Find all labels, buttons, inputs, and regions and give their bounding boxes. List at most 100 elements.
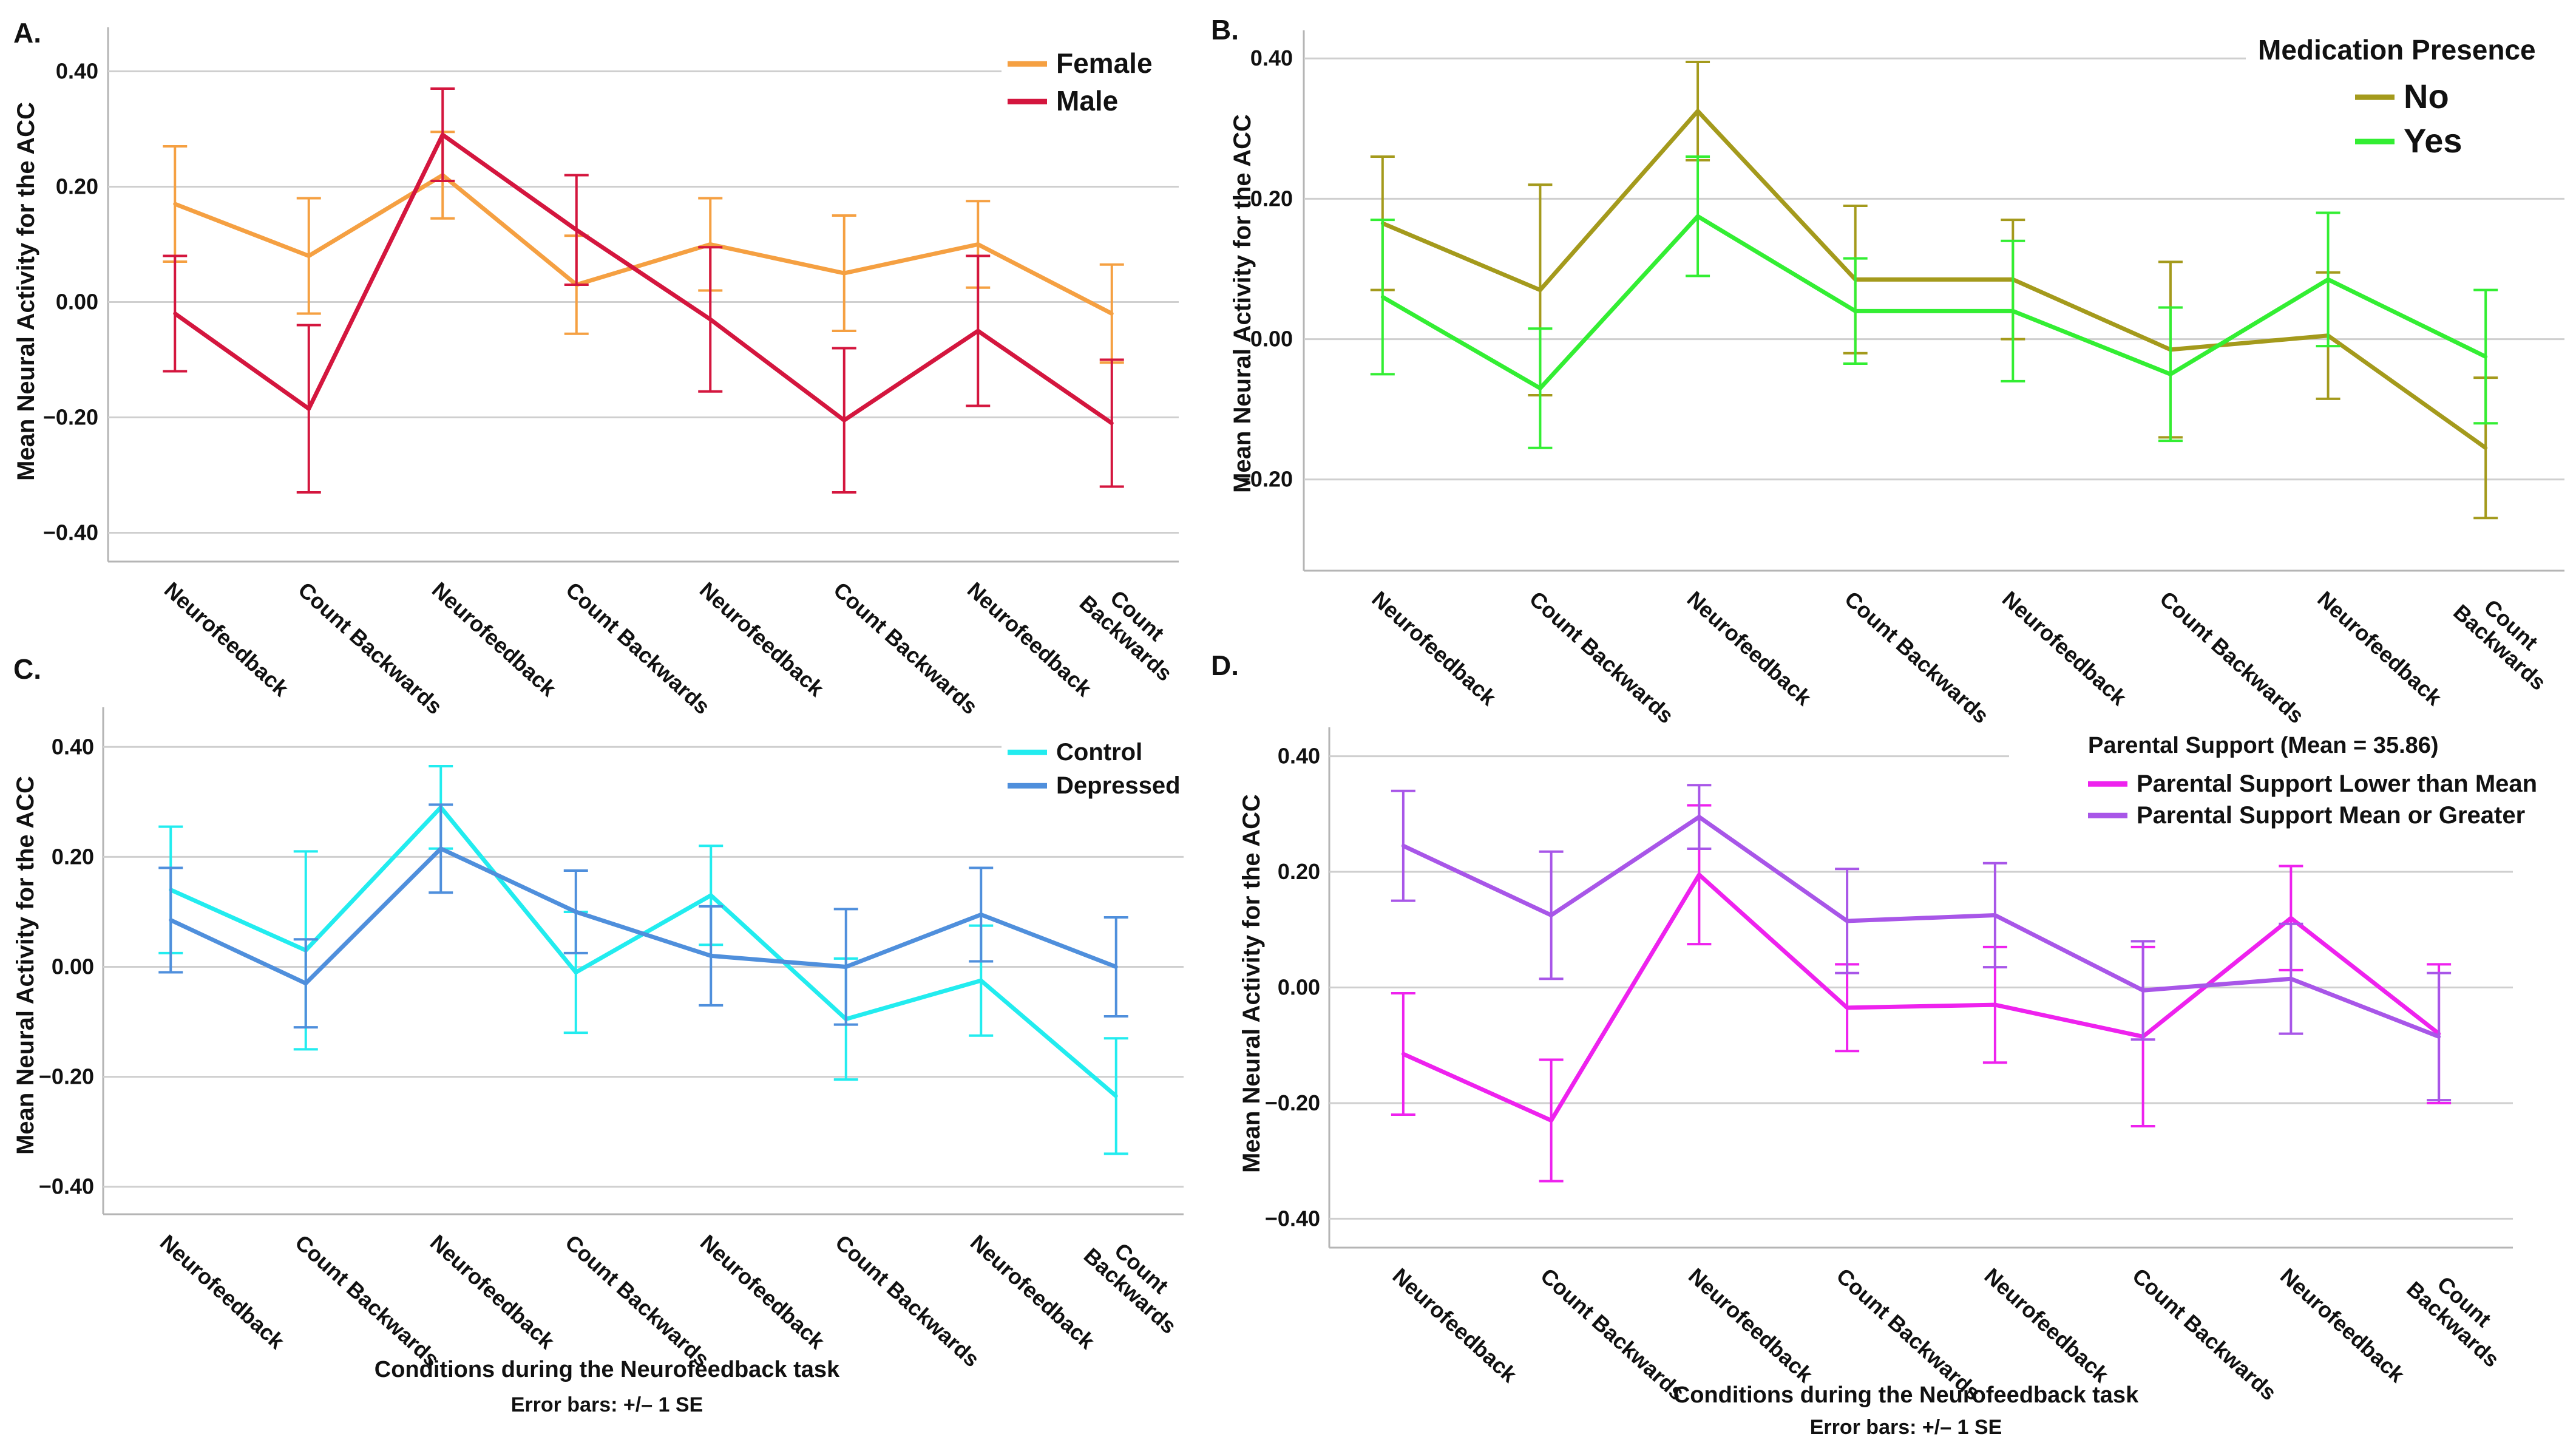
x-tick-label: Neurofeedback — [966, 1229, 1100, 1354]
data-point — [1110, 311, 1114, 316]
data-point — [2289, 977, 2293, 981]
x-tick-label: Count Backwards — [561, 577, 714, 719]
data-point — [1538, 386, 1542, 390]
data-point — [1696, 214, 1700, 219]
y-tick-label: 0.40 — [52, 734, 94, 759]
x-tick-label: Neurofeedback — [1980, 1263, 2114, 1387]
data-point — [979, 979, 983, 983]
data-point — [1696, 109, 1700, 113]
series-line — [174, 173, 1113, 316]
data-point — [2011, 309, 2015, 313]
y-tick-label: 0.20 — [1250, 186, 1293, 211]
y-tick-label: 0.40 — [1278, 744, 1320, 769]
legend-title: Parental Support (Mean = 35.86) — [2088, 733, 2439, 758]
panel-label: C. — [13, 653, 41, 685]
data-point — [1110, 421, 1114, 425]
data-point — [1697, 872, 1701, 877]
y-tick-label: 0.00 — [56, 290, 98, 314]
data-point — [1993, 913, 1997, 917]
data-point — [979, 912, 983, 917]
legend: Parental Support (Mean = 35.86) Parental … — [2088, 733, 2537, 829]
panel-label: A. — [13, 17, 41, 49]
x-tick-label: Neurofeedback — [1998, 586, 2132, 710]
y-tick-label: −0.20 — [43, 405, 98, 430]
x-tick-label: CountBackwards — [1079, 1225, 1198, 1338]
series-line — [1381, 109, 2487, 450]
x-tick-label: Count Backwards — [2127, 1263, 2281, 1405]
x-tick-label: Neurofeedback — [2313, 586, 2447, 710]
series-line — [1381, 214, 2487, 390]
data-point — [169, 918, 173, 922]
data-point — [708, 318, 713, 321]
legend-label: No — [2404, 77, 2449, 115]
y-tick-label: 0.20 — [52, 844, 94, 869]
data-point — [307, 407, 311, 411]
data-point — [976, 242, 980, 246]
x-tick-label: Neurofeedback — [695, 577, 829, 701]
data-point — [2326, 277, 2330, 282]
x-axis-title-right: Conditions during the Neurofeedback task — [1673, 1382, 2139, 1408]
y-tick-label: 0.00 — [1250, 327, 1293, 352]
y-tick-label: −0.40 — [43, 520, 98, 545]
legend: Female Male — [1008, 47, 1153, 117]
data-point — [844, 965, 848, 969]
data-point — [1549, 913, 1553, 917]
legend-item: Depressed — [1008, 772, 1181, 799]
x-tick-label: Neurofeedback — [963, 577, 1097, 701]
legend-label: Female — [1056, 47, 1153, 79]
data-point — [303, 981, 308, 985]
data-point — [2289, 916, 2293, 920]
legend-item: Parental Support Mean or Greater — [2088, 802, 2525, 829]
x-tick-label: CountBackwards — [2402, 1258, 2520, 1371]
x-tick-label: Neurofeedback — [1683, 586, 1817, 710]
x-tick-label: Count Backwards — [560, 1229, 714, 1371]
series-line — [169, 846, 1117, 986]
data-point — [574, 228, 578, 232]
legend-title: Medication Presence — [2258, 34, 2536, 66]
data-point — [574, 970, 578, 974]
data-point — [842, 418, 846, 423]
y-axis-label: Mean Neural Activity for the ACC — [1238, 794, 1265, 1173]
x-tick-label: Count Backwards — [2155, 586, 2309, 728]
panel-label: D. — [1211, 650, 1239, 681]
series-line — [1402, 872, 2441, 1123]
series-depressed — [158, 803, 1128, 1029]
data-point — [173, 311, 177, 316]
y-axis-label: Mean Neural Activity for the ACC — [13, 102, 39, 481]
data-point — [2437, 1035, 2441, 1039]
data-point — [307, 254, 311, 258]
x-axis-title-left: Conditions during the Neurofeedback task — [375, 1357, 840, 1382]
x-tick-label: Neurofeedback — [160, 577, 294, 701]
x-tick-label: Count Backwards — [293, 577, 447, 719]
series-yes — [1370, 155, 2498, 449]
data-point — [1380, 295, 1385, 299]
data-point — [2484, 446, 2488, 450]
data-point — [173, 202, 177, 206]
legend-label: Parental Support Lower than Mean — [2137, 770, 2537, 797]
y-tick-label: 0.20 — [1278, 859, 1320, 884]
y-tick-label: −0.40 — [1265, 1206, 1320, 1231]
data-point — [1845, 919, 1849, 923]
legend-item: Control — [1008, 739, 1142, 766]
series-male — [163, 87, 1124, 494]
x-tick-label: Count Backwards — [290, 1229, 444, 1371]
legend-item: No — [2355, 77, 2449, 115]
data-point — [1401, 1052, 1405, 1056]
data-point — [574, 909, 578, 914]
x-tick-label: Count Backwards — [1536, 1263, 1689, 1405]
data-point — [2168, 372, 2172, 376]
y-tick-label: −0.20 — [39, 1064, 94, 1089]
y-axis-label: Mean Neural Activity for the ACC — [12, 776, 39, 1155]
x-tick-label: Neurofeedback — [155, 1229, 290, 1354]
x-tick-label: Count Backwards — [1525, 586, 1678, 728]
legend-item: Parental Support Lower than Mean — [2088, 770, 2537, 797]
series-female — [163, 131, 1124, 364]
data-point — [709, 954, 713, 958]
data-point — [1993, 1003, 1997, 1007]
panel-label: B. — [1211, 14, 1239, 46]
data-point — [1853, 309, 1857, 313]
legend: Medication Presence No Yes — [2258, 34, 2536, 160]
